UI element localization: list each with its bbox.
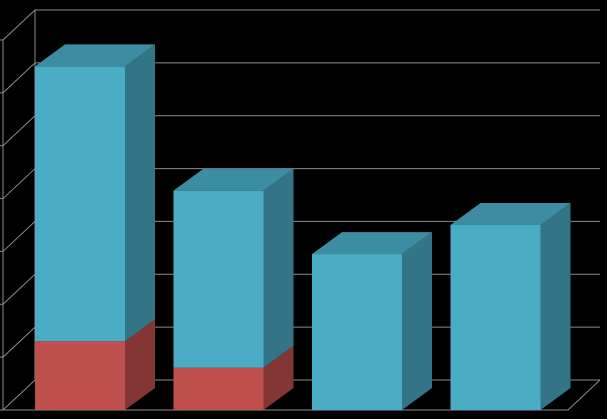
bar-front [35,341,125,410]
bar-side [263,168,294,368]
bar-front [173,190,264,368]
bar-front [450,225,541,410]
bar-side [125,319,155,410]
bar-side [125,44,155,342]
bar-side [263,345,294,410]
floor-edge [567,379,601,411]
bar-front [312,254,402,410]
grid-line [2,9,600,41]
bar-side [540,203,571,410]
bar-top [35,44,155,67]
bar-front [173,367,264,410]
grid-line [2,62,600,94]
bar-top [312,232,432,255]
bar-top [173,168,294,191]
bar-side [402,232,432,410]
bar-top [450,203,571,225]
bar-front [35,66,125,342]
